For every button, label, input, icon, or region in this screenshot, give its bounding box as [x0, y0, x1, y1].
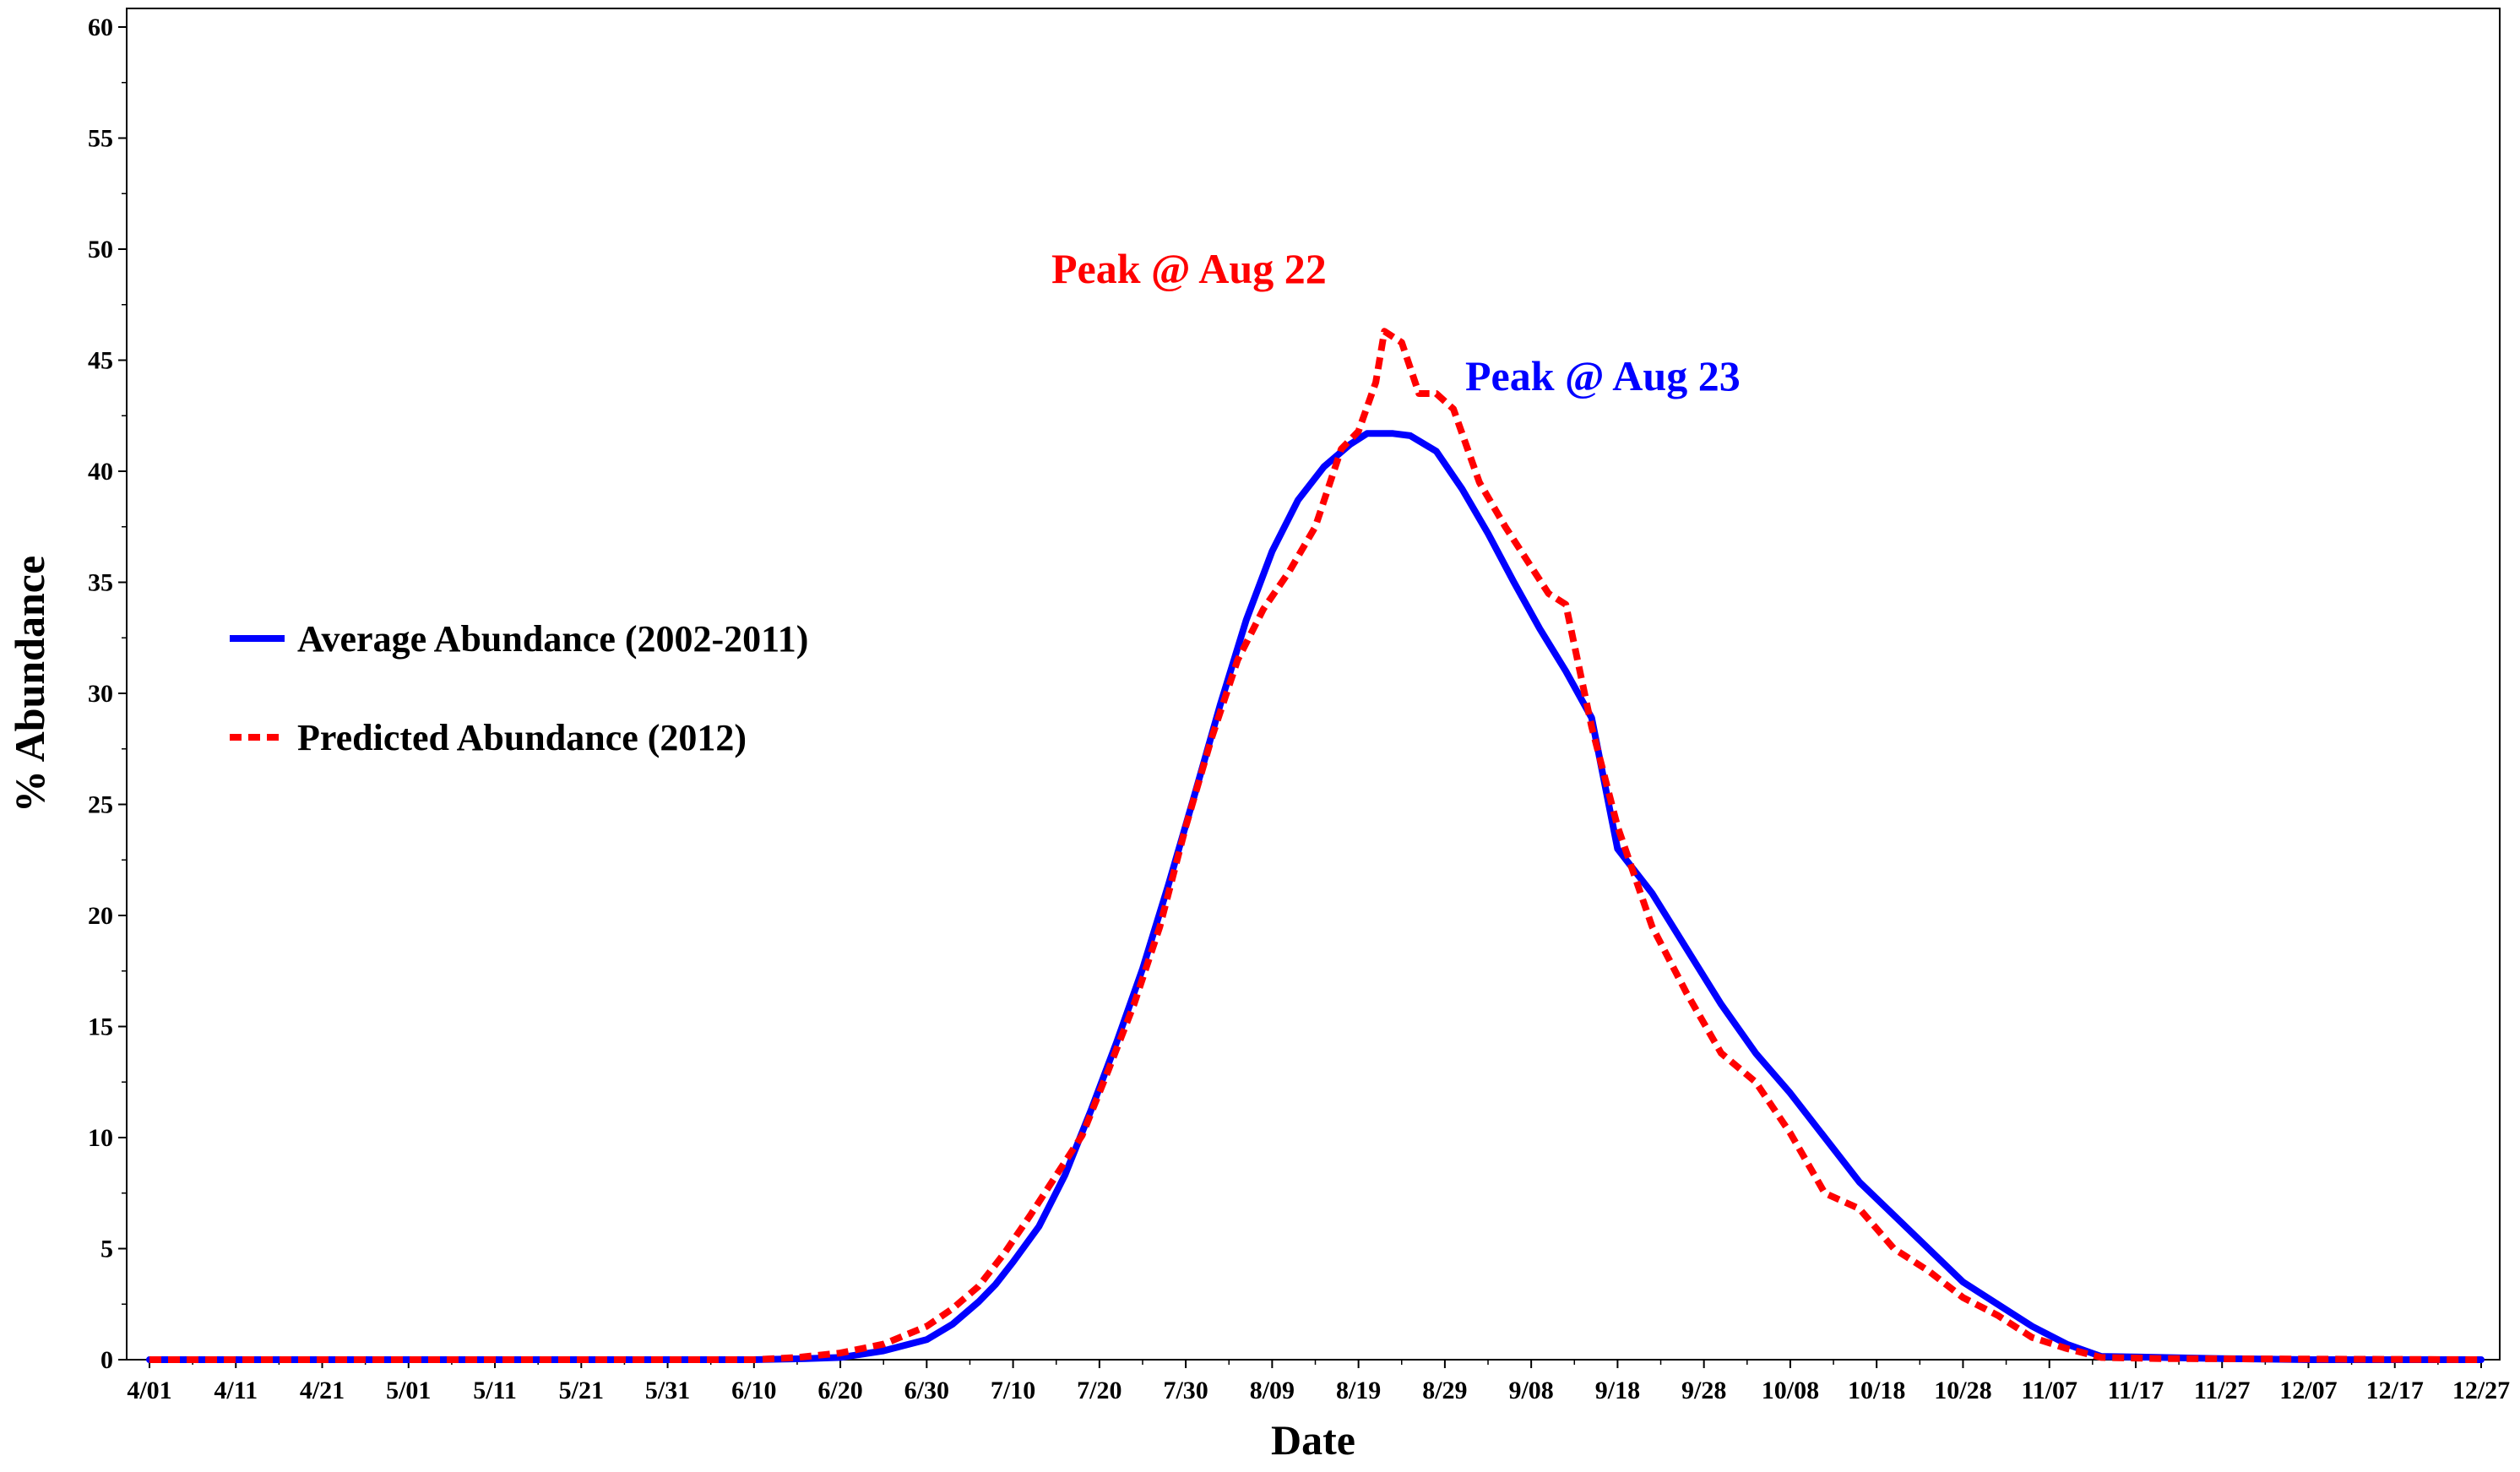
x-tick-label: 8/19: [1336, 1377, 1381, 1404]
x-tick-label: 11/27: [2194, 1377, 2251, 1404]
y-tick-label: 30: [88, 680, 113, 708]
series-line-predicted: [149, 328, 2482, 1363]
x-tick-label: 10/08: [1762, 1377, 1819, 1404]
x-tick-label: 12/07: [2279, 1377, 2337, 1404]
x-tick-label: 9/28: [1681, 1377, 1726, 1404]
annotation-peak-average: Peak @ Aug 23: [1465, 352, 1741, 399]
y-tick-label: 40: [88, 458, 113, 486]
x-tick-label: 7/10: [991, 1377, 1035, 1404]
x-tick-label: 8/09: [1250, 1377, 1295, 1404]
x-tick-label: 5/01: [386, 1377, 431, 1404]
x-tick-label: 6/30: [904, 1377, 949, 1404]
x-tick-label: 6/10: [731, 1377, 776, 1404]
legend: Average Abundance (2002-2011) Predicted …: [230, 618, 808, 758]
y-axis: 0 5 10 15 20 25 30 35 40 45 50 55 60: [88, 14, 127, 1374]
x-tick-label: 10/28: [1934, 1377, 1991, 1404]
legend-label-average: Average Abundance (2002-2011): [297, 618, 808, 660]
x-tick-label: 4/11: [214, 1377, 258, 1404]
x-tick-label: 5/31: [645, 1377, 690, 1404]
y-tick-label: 20: [88, 902, 113, 930]
y-tick-label: 60: [88, 14, 113, 41]
x-tick-label: 10/18: [1848, 1377, 1905, 1404]
y-tick-label: 35: [88, 569, 113, 597]
x-tick-label: 12/27: [2452, 1377, 2510, 1404]
x-tick-label: 6/20: [817, 1377, 862, 1404]
y-tick-label: 15: [88, 1013, 113, 1041]
x-tick-label: 5/11: [473, 1377, 517, 1404]
series-layer: [146, 328, 2485, 1363]
y-tick-label: 45: [88, 347, 113, 375]
y-tick-label: 10: [88, 1124, 113, 1152]
x-tick-label: 12/17: [2366, 1377, 2424, 1404]
x-tick-label: 4/21: [300, 1377, 345, 1404]
annotation-peak-predicted: Peak @ Aug 22: [1051, 245, 1327, 292]
y-axis-title: % Abundance: [6, 556, 53, 812]
x-tick-label: 11/07: [2021, 1377, 2077, 1404]
y-tick-label: 5: [100, 1236, 113, 1263]
x-tick-label: 7/20: [1077, 1377, 1122, 1404]
x-tick-label: 7/30: [1163, 1377, 1208, 1404]
legend-label-predicted: Predicted Abundance (2012): [297, 717, 747, 758]
x-tick-label: 9/08: [1508, 1377, 1553, 1404]
y-tick-label: 55: [88, 125, 113, 153]
x-tick-label: 11/17: [2108, 1377, 2164, 1404]
y-tick-label: 50: [88, 236, 113, 263]
y-tick-label: 0: [100, 1346, 113, 1374]
x-axis: 4/01 4/11 4/21 5/01 5/11 5/21 5/31 6/10 6/20 6/30…: [127, 1360, 2510, 1404]
y-tick-label: 25: [88, 791, 113, 819]
x-tick-label: 4/01: [127, 1377, 171, 1404]
x-tick-label: 5/21: [559, 1377, 604, 1404]
x-tick-label: 8/29: [1422, 1377, 1467, 1404]
x-tick-label: 9/18: [1595, 1377, 1640, 1404]
plot-frame: [126, 8, 2501, 1361]
x-axis-title: Date: [1271, 1416, 1355, 1464]
series-line-average: [146, 430, 2485, 1363]
